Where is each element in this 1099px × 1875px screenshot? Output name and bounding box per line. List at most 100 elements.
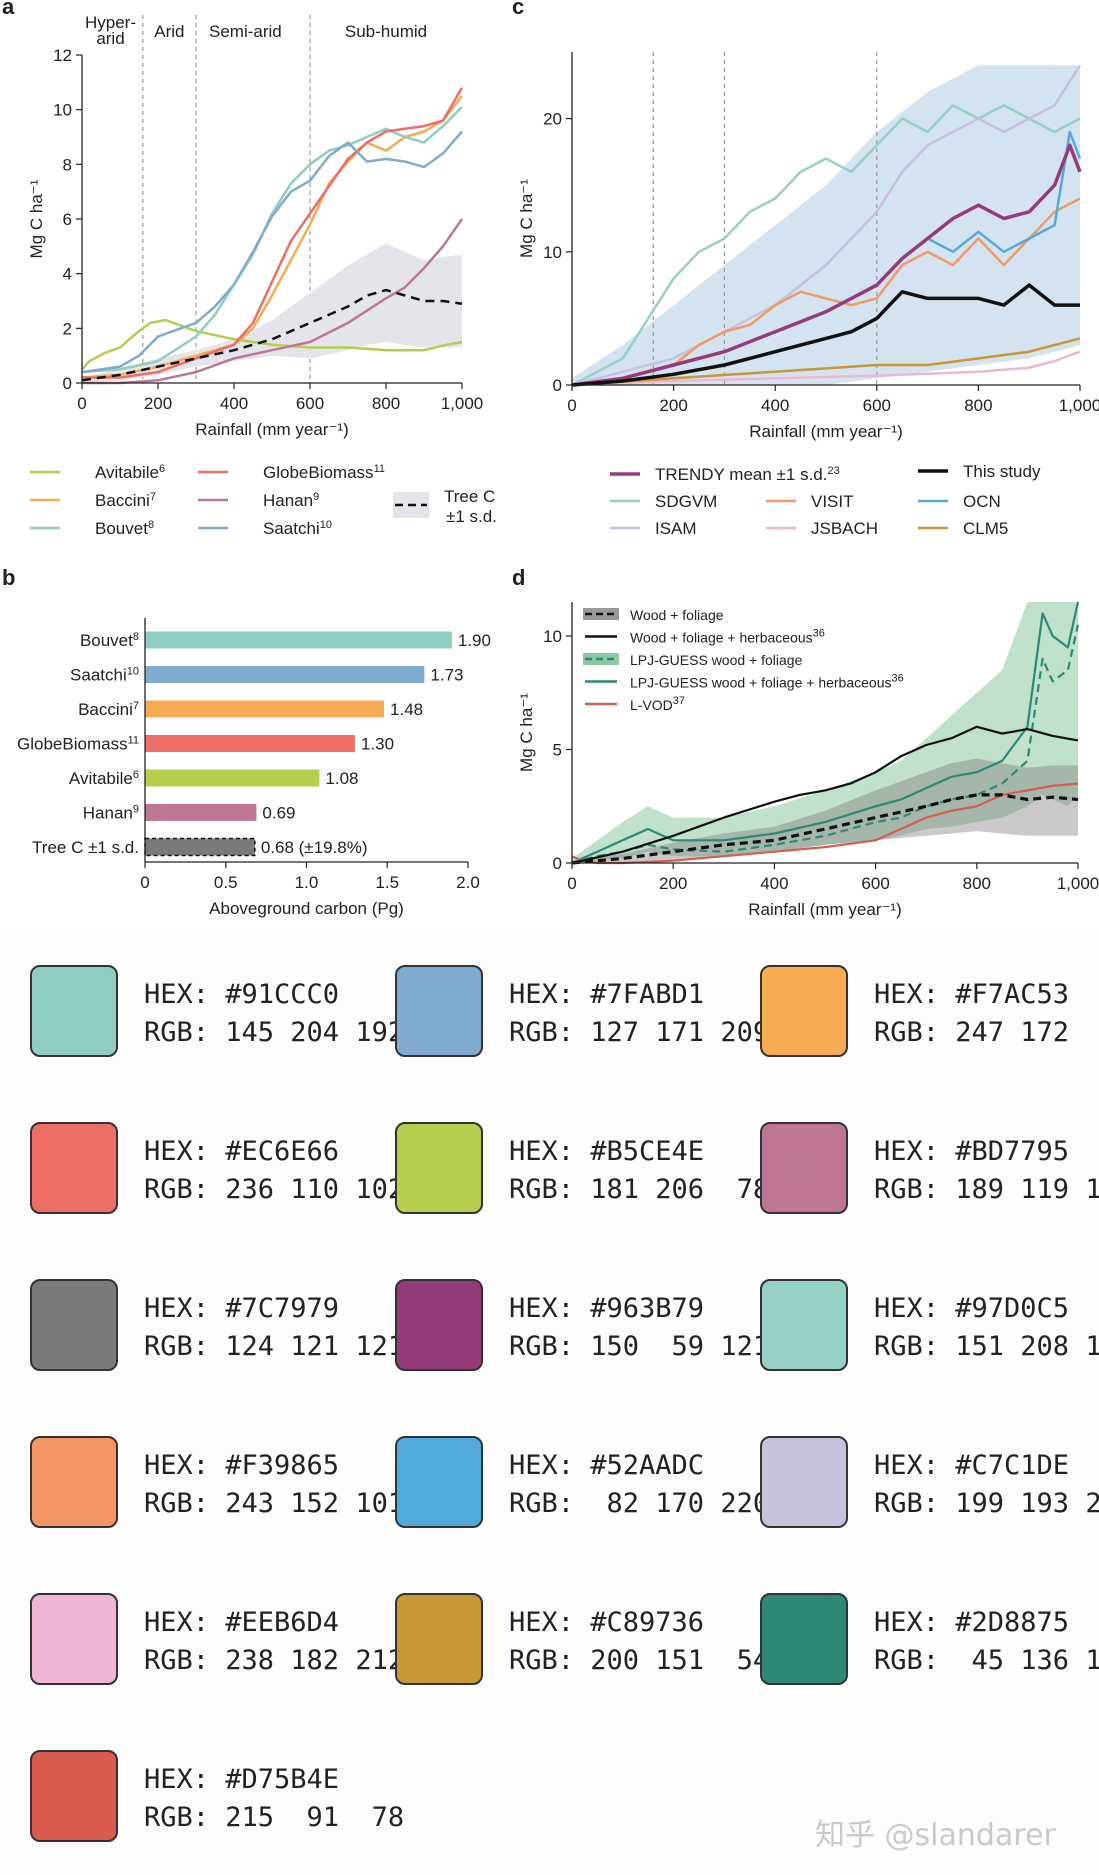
- hex-label: HEX: #C7C1DE: [874, 1450, 1070, 1481]
- series-line-sdgvm: [571, 104, 1081, 387]
- bar-1: [145, 666, 425, 683]
- hex-label: HEX: #97D0C5: [874, 1293, 1070, 1324]
- x-tick-label: 1.5: [375, 873, 399, 892]
- x-tick-label: 0: [567, 396, 576, 415]
- color-swatch: [30, 1593, 118, 1685]
- zone-label: arid: [96, 29, 124, 48]
- hex-label: HEX: #7FABD1: [509, 979, 705, 1010]
- x-tick-label: 800: [372, 394, 400, 413]
- color-swatch: [760, 1593, 848, 1685]
- color-swatch: [395, 1436, 483, 1528]
- color-swatch: [30, 1436, 118, 1528]
- legend-label-tree-c: Tree C: [444, 487, 495, 506]
- palette-item: HEX: #EC6E66 RGB: 236 110 102: [0, 1092, 404, 1214]
- series-line-isam: [571, 64, 1082, 387]
- color-swatch: [395, 1122, 483, 1214]
- y-tick-label: 10: [543, 243, 562, 262]
- hex-label: HEX: #EEB6D4: [144, 1607, 340, 1638]
- legend-label: VISIT: [811, 492, 854, 511]
- palette-item: HEX: #52AADC RGB: 82 170 220: [365, 1406, 769, 1528]
- hex-label: HEX: #EC6E66: [144, 1136, 340, 1167]
- y-axis-label: Mg C ha⁻¹: [27, 179, 46, 258]
- x-tick-label: 200: [659, 874, 687, 893]
- palette-item: HEX: #B5CE4E RGB: 181 206 78: [365, 1092, 769, 1214]
- legend-label: JSBACH: [811, 519, 878, 538]
- panel-label-c: c: [512, 0, 524, 19]
- series-line-visit: [571, 197, 1081, 387]
- bar-category-label: Avitabile6: [69, 769, 139, 788]
- hex-label: HEX: #7C7979: [144, 1293, 340, 1324]
- palette-item: HEX: #EEB6D4 RGB: 238 182 212: [0, 1563, 404, 1685]
- series-line-saatchi: [81, 130, 463, 374]
- rgb-label: RGB: 145 204 192: [144, 1017, 405, 1048]
- series-line-clm5: [571, 337, 1081, 387]
- palette-item: HEX: #963B79 RGB: 150 59 121: [365, 1249, 769, 1371]
- panel-label-d: d: [512, 565, 525, 590]
- bar-category-label: Tree C ±1 s.d.: [32, 838, 139, 857]
- x-tick-label: 200: [144, 394, 172, 413]
- y-tick-label: 0: [553, 854, 562, 873]
- zone-label: Semi-arid: [209, 22, 282, 41]
- legend-label: Hanan9: [263, 491, 319, 510]
- color-swatch: [30, 965, 118, 1057]
- x-tick-label: 800: [963, 874, 991, 893]
- color-swatch: [30, 1750, 118, 1842]
- y-tick-label: 0: [63, 374, 72, 393]
- palette-item: HEX: #C89736 RGB: 200 151 54: [365, 1563, 769, 1685]
- bar-value-label: 0.68 (±19.8%): [261, 838, 368, 857]
- zone-label: Hyper-: [85, 13, 136, 32]
- legend-label: Wood + foliage + herbaceous36: [630, 628, 825, 646]
- color-swatch: [760, 965, 848, 1057]
- bar-value-label: 1.90: [458, 631, 491, 650]
- legend-label: Bouvet8: [95, 519, 154, 538]
- palette-item: HEX: #BD7795 RGB: 189 119 149: [730, 1092, 1099, 1214]
- lpj-band: [572, 602, 1078, 863]
- legend-label: Wood + foliage: [630, 607, 724, 623]
- hex-label: HEX: #2D8875: [874, 1607, 1070, 1638]
- series-line-avitabile: [81, 318, 463, 371]
- y-tick-label: 2: [63, 319, 72, 338]
- rgb-label: RGB: 199 193 222: [874, 1488, 1099, 1519]
- rgb-label: RGB: 150 59 121: [509, 1331, 770, 1362]
- series-line-globebiomass: [82, 87, 464, 379]
- bar-category-label: Hanan9: [83, 804, 139, 823]
- x-tick-label: 200: [659, 396, 687, 415]
- x-tick-label: 0: [140, 873, 149, 892]
- legend-label: Avitabile6: [95, 463, 165, 482]
- rgb-label: RGB: 243 152 101: [144, 1488, 405, 1519]
- series-line-this-study: [571, 283, 1080, 387]
- x-tick-label: 0: [567, 874, 576, 893]
- hex-label: HEX: #52AADC: [509, 1450, 705, 1481]
- legend-label: SDGVM: [655, 492, 717, 511]
- legend-label-sd: ±1 s.d.: [446, 507, 497, 526]
- bar-category-label: GlobeBiomass11: [17, 735, 139, 754]
- legend-label: Saatchi10: [263, 519, 332, 538]
- color-swatch: [30, 1279, 118, 1371]
- legend-label: ISAM: [655, 519, 697, 538]
- color-swatch: [760, 1436, 848, 1528]
- x-tick-label: 2.0: [456, 873, 480, 892]
- legend-label: This study: [963, 462, 1041, 481]
- hex-label: HEX: #F7AC53: [874, 979, 1070, 1010]
- palette-item: HEX: #97D0C5 RGB: 151 208 197: [730, 1249, 1099, 1371]
- x-tick-label: 1,000: [1059, 396, 1099, 415]
- palette-item: HEX: #91CCC0 RGB: 145 204 192: [0, 935, 404, 1057]
- color-swatch: [395, 1593, 483, 1685]
- color-swatch: [395, 1279, 483, 1371]
- x-tick-label: 800: [964, 396, 992, 415]
- panel-b: Bouvet8 1.90 Saatchi10 1.73 Baccini7 1.48 Glob…: [17, 618, 491, 918]
- hex-label: HEX: #C89736: [509, 1607, 705, 1638]
- x-tick-label: 1,000: [1057, 874, 1099, 893]
- series-line-bouvet: [81, 106, 463, 374]
- series-line-baccini: [81, 95, 463, 379]
- bar-value-label: 1.73: [430, 666, 463, 685]
- rgb-label: RGB: 151 208 197: [874, 1331, 1099, 1362]
- hex-label: HEX: #F39865: [144, 1450, 340, 1481]
- y-tick-label: 5: [553, 741, 562, 760]
- rgb-label: RGB: 215 91 78: [144, 1802, 405, 1833]
- legend-d: Wood + foliage Wood + foliage + herbaceou…: [583, 607, 904, 713]
- color-swatch: [760, 1279, 848, 1371]
- panel-d: 0 200 400 600 800 1,000 0 5 10 Rainfall (mm year⁻…: [517, 601, 1099, 919]
- series-line-hanan: [82, 218, 464, 385]
- color-palette: HEX: #91CCC0 RGB: 145 204 192 HEX: #7FABD1…: [0, 935, 1099, 1875]
